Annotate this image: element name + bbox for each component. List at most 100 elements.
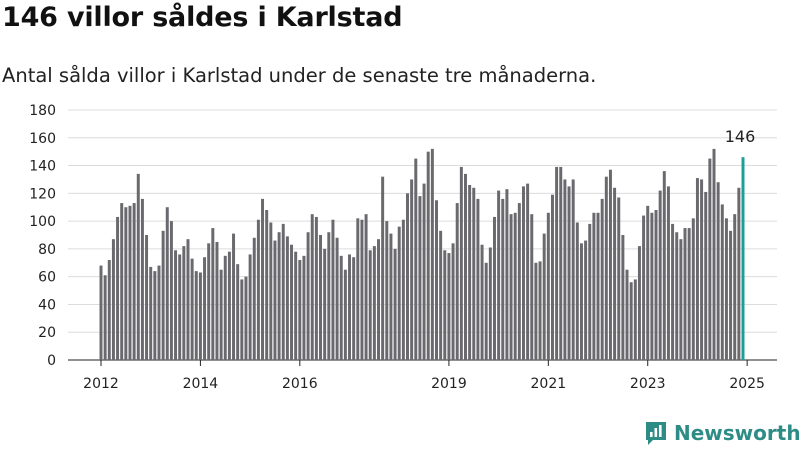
y-tick-label: 180 <box>29 103 56 119</box>
bar <box>720 204 724 360</box>
bar <box>190 258 194 360</box>
x-tick-label: 2021 <box>531 376 567 392</box>
bar <box>256 219 260 360</box>
bar <box>136 173 140 360</box>
latest-value-label: 146 <box>725 127 756 146</box>
brand-name: Newsworthy <box>674 421 800 445</box>
bar <box>443 250 447 360</box>
bar <box>695 178 699 360</box>
bar <box>107 260 111 360</box>
chart-subtitle: Antal sålda villor i Karlstad under de s… <box>2 64 597 87</box>
bar <box>302 255 306 360</box>
bar <box>700 179 704 360</box>
bar <box>530 214 534 360</box>
bar <box>455 203 459 360</box>
bar <box>277 232 281 360</box>
bar <box>281 223 285 360</box>
bar <box>306 232 310 360</box>
bar-chart: 0 20 40 60 80 100 120 140 160 180 146 2012 2014 2016 2… <box>29 103 777 392</box>
bar <box>227 251 231 360</box>
bar <box>294 251 298 360</box>
bar <box>327 232 331 360</box>
newsworthy-logo: Newsworthy <box>644 420 800 446</box>
bar <box>273 240 277 360</box>
bar-chart-logo-icon <box>646 422 666 445</box>
bar <box>381 176 385 360</box>
bar <box>521 186 525 360</box>
x-tick-label: 2016 <box>282 376 318 392</box>
bar <box>559 166 563 360</box>
y-tick-label: 20 <box>38 325 56 341</box>
bar <box>99 265 103 360</box>
bar <box>244 276 248 360</box>
bar <box>488 247 492 360</box>
bar <box>128 205 132 360</box>
bar <box>269 222 273 360</box>
x-tick-label: 2025 <box>729 376 765 392</box>
bar <box>617 197 621 360</box>
x-tick-label: 2014 <box>183 376 219 392</box>
bar <box>149 266 153 360</box>
bar <box>111 239 115 360</box>
bar <box>368 250 372 360</box>
bar <box>232 233 236 360</box>
bar <box>132 203 136 360</box>
bar <box>323 248 327 360</box>
bar <box>691 218 695 360</box>
chart-title: 146 villor såldes i Karlstad <box>2 2 403 33</box>
bar <box>120 203 124 360</box>
bar <box>671 223 675 360</box>
y-tick-label: 80 <box>38 242 56 258</box>
bar <box>157 265 161 360</box>
bar <box>708 158 712 360</box>
bar <box>314 216 318 360</box>
bar <box>389 233 393 360</box>
bar <box>608 169 612 360</box>
bar <box>629 282 633 360</box>
bar <box>513 212 517 360</box>
bar <box>476 198 480 360</box>
bar <box>650 212 654 360</box>
bar <box>497 190 501 360</box>
bar <box>339 255 343 360</box>
bar <box>517 203 521 360</box>
bar <box>646 205 650 360</box>
bar <box>140 198 144 360</box>
bar <box>178 254 182 360</box>
bar <box>124 207 128 360</box>
bar <box>592 212 596 360</box>
bar <box>637 246 641 360</box>
bar <box>414 158 418 360</box>
bar <box>563 179 567 360</box>
bar <box>174 250 178 360</box>
bar <box>724 218 728 360</box>
bar <box>103 275 107 360</box>
bar <box>169 221 173 360</box>
bar <box>542 233 546 360</box>
bar <box>588 223 592 360</box>
bar <box>613 187 617 360</box>
bar <box>198 272 202 360</box>
bar <box>567 186 571 360</box>
bar <box>236 264 240 360</box>
highlight-bar <box>741 157 745 360</box>
bar <box>526 183 530 360</box>
y-tick-label: 60 <box>38 270 56 286</box>
bar <box>584 240 588 360</box>
bar <box>625 269 629 360</box>
bar <box>194 271 198 360</box>
bar <box>153 271 157 360</box>
bar <box>737 187 741 360</box>
bar <box>658 190 662 360</box>
bar <box>298 260 302 360</box>
y-tick-label: 120 <box>29 186 56 202</box>
bar <box>704 191 708 360</box>
bar <box>662 171 666 360</box>
bar <box>290 244 294 360</box>
y-tick-label: 160 <box>29 131 56 147</box>
bar <box>596 212 600 360</box>
bar <box>182 246 186 360</box>
bar <box>116 216 120 360</box>
bar <box>484 262 488 360</box>
bar <box>377 239 380 360</box>
